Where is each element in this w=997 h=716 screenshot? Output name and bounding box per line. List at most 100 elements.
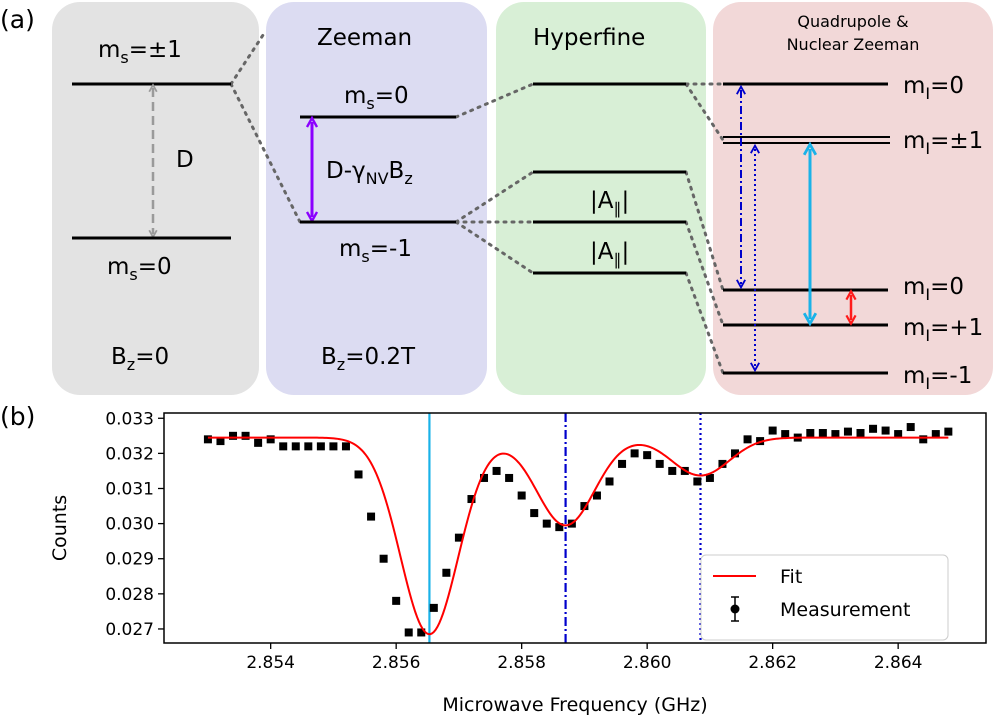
x-tick-label: 2.854 (246, 653, 295, 673)
level-mi-pm1-label: mI=±1 (903, 128, 983, 158)
measurement-points (203, 423, 953, 637)
measurement-point (442, 568, 451, 577)
measurement-point (643, 451, 652, 460)
x-tick-label: 2.860 (623, 653, 672, 673)
y-tick-label: 0.032 (105, 444, 154, 464)
measurement-point (718, 459, 727, 468)
measurement-point (831, 430, 840, 439)
measurement-point (881, 426, 890, 435)
measurement-point (354, 470, 363, 479)
measurement-point (944, 427, 953, 436)
zeeman-splitting-label: D-γNVBz (326, 158, 413, 188)
fit-curve (207, 436, 949, 636)
legend: Fit Measurement (700, 554, 949, 641)
column-quadrupole-bg (713, 2, 993, 395)
field-label-zeeman: Bz=0.2T (321, 344, 416, 374)
hf-coupling-label-1: |A∥| (590, 188, 629, 218)
connector-11 (684, 271, 725, 375)
measurement-point (392, 596, 401, 605)
measurement-point (542, 519, 551, 528)
spectrum-chart: 2.854 2.856 2.858 2.860 2.862 2.864 0.027 0.028… (49, 409, 987, 716)
level-mi-p1-label: mI=+1 (903, 315, 983, 345)
level-mi-0-lower-label: mI=0 (903, 274, 964, 304)
level-zeeman-ms0-label: ms=0 (344, 83, 409, 113)
measurement-point (254, 438, 263, 447)
connector-3 (454, 82, 535, 119)
y-tick-label: 0.031 (105, 479, 154, 499)
splitting-d-label: D (176, 147, 194, 173)
measurement-point (668, 466, 677, 475)
measurement-point (517, 491, 526, 500)
axis-ticks: 2.854 2.856 2.858 2.860 2.862 2.864 0.027 0.028… (105, 409, 922, 673)
column-hyperfine: Hyperfine |A∥| |A∥| (533, 25, 686, 275)
measurement-point (743, 435, 752, 444)
column-zeeman-bg (266, 2, 487, 395)
measurement-point (655, 459, 664, 468)
measurement-point (869, 424, 878, 433)
measurement-point (404, 628, 413, 637)
measurement-point (781, 430, 790, 439)
column-zeeman: Zeeman ms=0 D-γNVBz ms=-1 Bz=0.2T (300, 25, 456, 374)
y-tick-label: 0.030 (105, 515, 154, 535)
measurement-point (304, 442, 313, 451)
measurement-point (291, 442, 300, 451)
hf-coupling-label-2: |A∥| (590, 239, 629, 269)
measurement-point (417, 628, 426, 637)
measurement-point (705, 473, 714, 482)
measurement-point (241, 431, 250, 440)
level-connectors (229, 30, 725, 375)
measurement-point (919, 435, 928, 444)
y-tick-label: 0.033 (105, 409, 154, 429)
measurement-point (429, 603, 438, 612)
x-tick-label: 2.858 (497, 653, 546, 673)
connector-2 (229, 82, 302, 224)
y-axis-label: Counts (49, 495, 71, 561)
measurement-point (467, 495, 476, 504)
measurement-point (768, 426, 777, 435)
measurement-point (266, 435, 275, 444)
measurement-point (931, 430, 940, 439)
panel-b-label: (b) (0, 402, 35, 431)
legend-measurement-label: Measurement (780, 599, 910, 621)
measurement-point (731, 449, 740, 458)
legend-measurement-marker (730, 604, 740, 614)
connector-1 (229, 30, 267, 86)
measurement-point (555, 523, 564, 532)
measurement-point (530, 509, 539, 518)
measurement-point (580, 502, 589, 511)
measurement-point (229, 431, 238, 440)
field-label-zero: Bz=0 (111, 344, 169, 374)
x-axis-label: Microwave Frequency (GHz) (442, 694, 707, 716)
measurement-point (279, 442, 288, 451)
measurement-point (818, 429, 827, 438)
column-quadrupole: Quadrupole & Nuclear Zeeman mI=0 mI=±1 m… (723, 12, 983, 393)
level-zeeman-msm1-label: ms=-1 (339, 236, 412, 266)
connector-4 (454, 170, 535, 224)
hyperfine-title: Hyperfine (533, 25, 645, 51)
legend-box (700, 554, 949, 641)
measurement-point (341, 442, 350, 451)
connector-6 (454, 220, 535, 275)
measurement-point (379, 554, 388, 563)
measurement-point (856, 429, 865, 438)
level-mi-0-upper-label: mI=0 (903, 73, 964, 103)
connector-9 (684, 170, 725, 292)
measurement-point (203, 435, 212, 444)
measurement-point (367, 512, 376, 521)
column-hyperfine-bg (496, 2, 706, 395)
level-ms-pm1-label: ms=±1 (98, 37, 182, 67)
x-tick-label: 2.862 (748, 653, 797, 673)
transition-lines (428, 413, 702, 643)
measurement-point (894, 430, 903, 439)
measurement-point (329, 442, 338, 451)
measurement-point (505, 473, 514, 482)
y-tick-label: 0.029 (105, 550, 154, 570)
measurement-point (316, 442, 325, 451)
connector-10 (684, 220, 725, 327)
connector-8 (684, 82, 725, 142)
quadrupole-title-line1: Quadrupole & (797, 12, 908, 31)
measurement-point (906, 423, 915, 432)
level-ms-0-label: ms=0 (107, 254, 172, 284)
measurement-point (592, 491, 601, 500)
measurement-point (605, 477, 614, 486)
